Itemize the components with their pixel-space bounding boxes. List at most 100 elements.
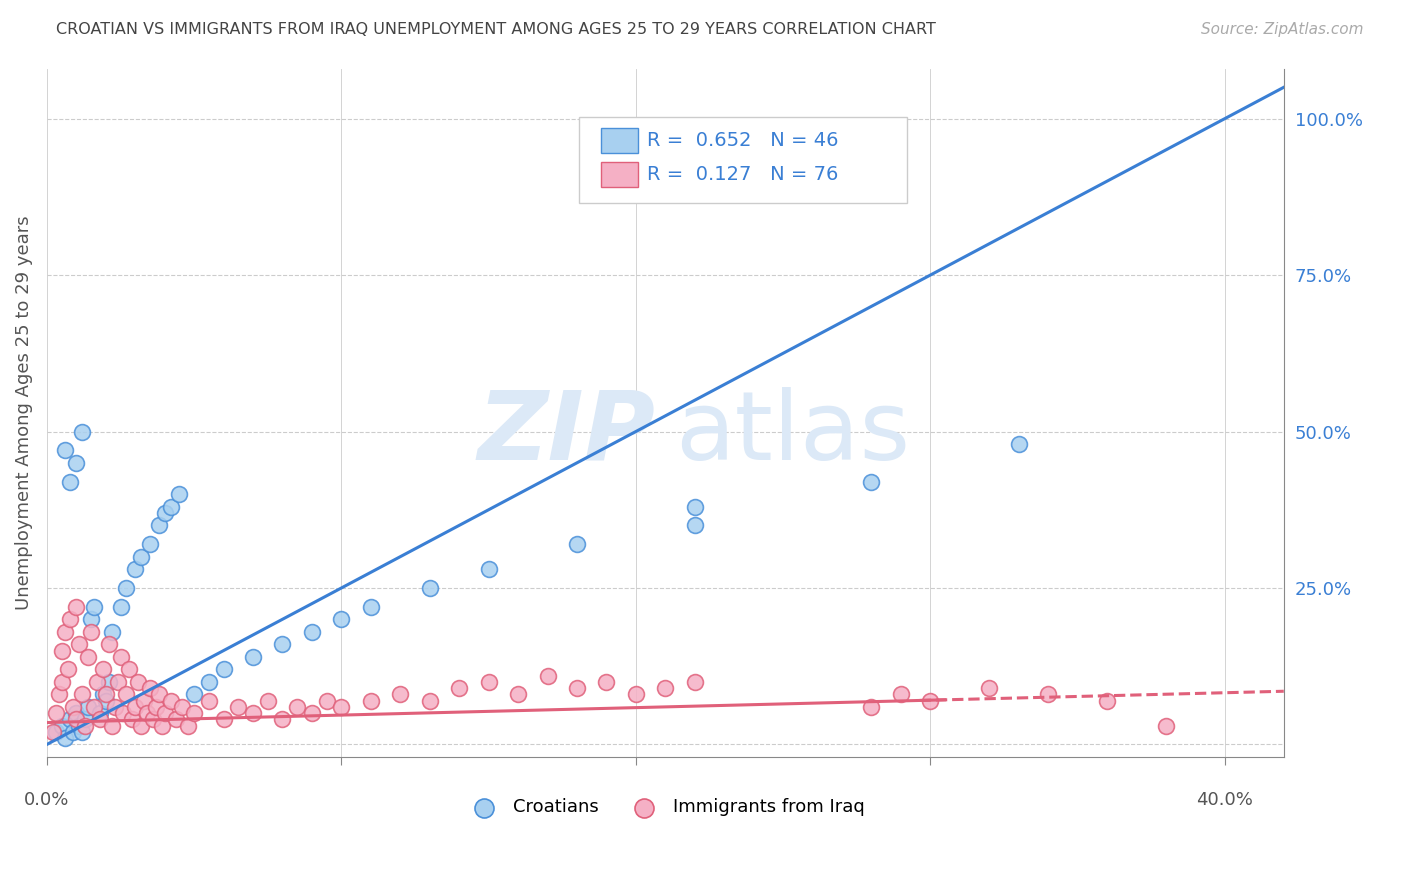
Point	[129, 719, 152, 733]
Point	[242, 706, 264, 720]
Point	[121, 713, 143, 727]
Point	[1095, 693, 1118, 707]
Point	[654, 681, 676, 695]
Point	[1154, 719, 1177, 733]
Point	[110, 599, 132, 614]
Point	[226, 699, 249, 714]
Point	[53, 624, 76, 639]
Point	[136, 706, 159, 720]
Point	[89, 713, 111, 727]
Point	[107, 674, 129, 689]
Point	[80, 612, 103, 626]
Point	[330, 699, 353, 714]
Point	[595, 674, 617, 689]
Point	[62, 725, 84, 739]
FancyBboxPatch shape	[600, 162, 638, 187]
Point	[65, 713, 87, 727]
Point	[127, 674, 149, 689]
Text: 40.0%: 40.0%	[1197, 791, 1253, 809]
Point	[330, 612, 353, 626]
Point	[150, 719, 173, 733]
Point	[132, 693, 155, 707]
Point	[1008, 437, 1031, 451]
Point	[159, 500, 181, 514]
Point	[565, 681, 588, 695]
Point	[62, 699, 84, 714]
Point	[920, 693, 942, 707]
Point	[256, 693, 278, 707]
Y-axis label: Unemployment Among Ages 25 to 29 years: Unemployment Among Ages 25 to 29 years	[15, 216, 32, 610]
Point	[59, 713, 82, 727]
Point	[94, 693, 117, 707]
Point	[97, 674, 120, 689]
Point	[104, 699, 127, 714]
Point	[86, 674, 108, 689]
Point	[67, 719, 90, 733]
Point	[212, 662, 235, 676]
Point	[56, 662, 79, 676]
Point	[536, 668, 558, 682]
Point	[506, 687, 529, 701]
Point	[51, 674, 73, 689]
Point	[67, 637, 90, 651]
Point	[80, 624, 103, 639]
Point	[145, 699, 167, 714]
Point	[45, 706, 67, 720]
Point	[51, 643, 73, 657]
Text: R =  0.127   N = 76: R = 0.127 N = 76	[647, 165, 838, 184]
FancyBboxPatch shape	[600, 128, 638, 153]
Point	[91, 662, 114, 676]
Point	[83, 699, 105, 714]
Point	[1036, 687, 1059, 701]
Point	[110, 649, 132, 664]
Point	[183, 706, 205, 720]
Point	[70, 687, 93, 701]
Point	[212, 713, 235, 727]
Point	[159, 693, 181, 707]
FancyBboxPatch shape	[579, 117, 907, 202]
Point	[565, 537, 588, 551]
Text: atlas: atlas	[675, 387, 910, 480]
Point	[77, 649, 100, 664]
Point	[389, 687, 412, 701]
Point	[118, 662, 141, 676]
Text: Source: ZipAtlas.com: Source: ZipAtlas.com	[1201, 22, 1364, 37]
Point	[89, 706, 111, 720]
Point	[139, 681, 162, 695]
Point	[139, 537, 162, 551]
Point	[315, 693, 337, 707]
Point	[124, 562, 146, 576]
Point	[169, 487, 191, 501]
Point	[419, 581, 441, 595]
Point	[97, 637, 120, 651]
Point	[75, 719, 97, 733]
Point	[683, 674, 706, 689]
Point	[75, 713, 97, 727]
Point	[148, 687, 170, 701]
Point	[242, 649, 264, 664]
Point	[271, 713, 294, 727]
Point	[449, 681, 471, 695]
Text: CROATIAN VS IMMIGRANTS FROM IRAQ UNEMPLOYMENT AMONG AGES 25 TO 29 YEARS CORRELAT: CROATIAN VS IMMIGRANTS FROM IRAQ UNEMPLO…	[56, 22, 936, 37]
Point	[59, 612, 82, 626]
Point	[183, 687, 205, 701]
Point	[100, 624, 122, 639]
Point	[890, 687, 912, 701]
Point	[115, 581, 138, 595]
Point	[301, 706, 323, 720]
Point	[65, 706, 87, 720]
Text: R =  0.652   N = 46: R = 0.652 N = 46	[647, 130, 838, 150]
Point	[91, 687, 114, 701]
Point	[83, 599, 105, 614]
Point	[478, 674, 501, 689]
Point	[419, 693, 441, 707]
Legend: Croatians, Immigrants from Iraq: Croatians, Immigrants from Iraq	[458, 791, 872, 823]
Point	[153, 506, 176, 520]
Point	[53, 443, 76, 458]
Point	[100, 719, 122, 733]
Point	[142, 713, 165, 727]
Point	[59, 475, 82, 489]
Point	[624, 687, 647, 701]
Point	[166, 713, 188, 727]
Point	[129, 549, 152, 564]
